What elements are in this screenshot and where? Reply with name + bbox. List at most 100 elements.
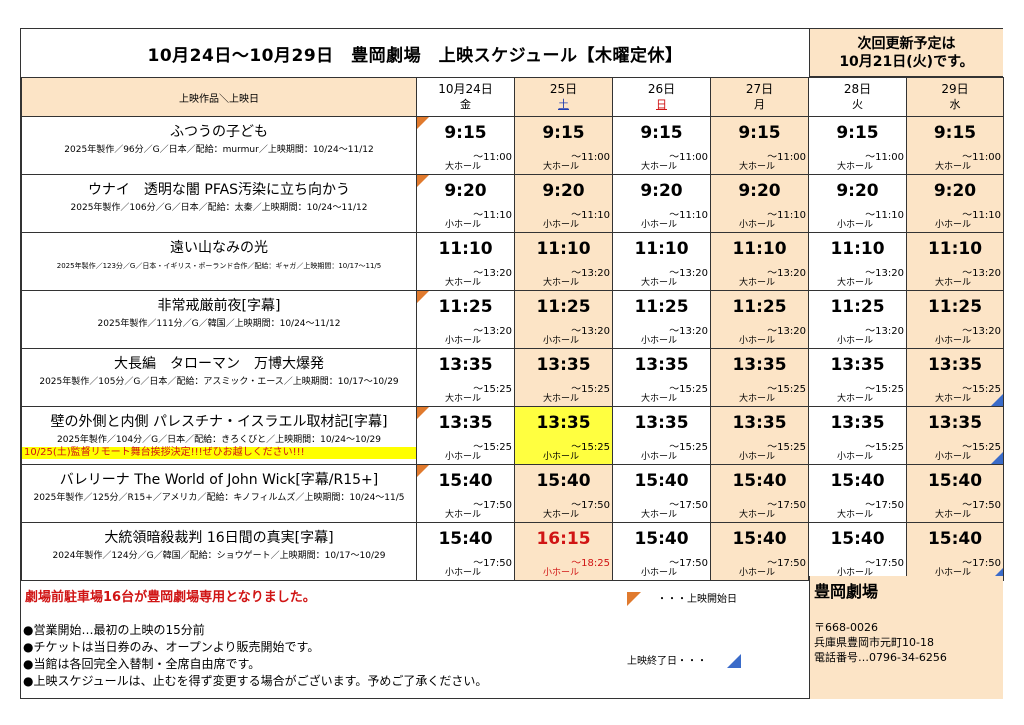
day-date: 10月24日 [438, 82, 493, 96]
start-time: 11:25 [634, 297, 689, 317]
hall-label: 小ホール [837, 568, 874, 578]
film-title: 非常戒厳前夜[字幕] [157, 298, 281, 314]
end-time: ～11:10 [669, 210, 708, 221]
showtime-cell: 9:20 ～11:10 小ホール [906, 174, 1004, 233]
start-time: 13:35 [438, 355, 493, 375]
start-time: 15:40 [732, 529, 787, 549]
start-time: 9:20 [836, 181, 879, 201]
start-time: 11:10 [927, 239, 983, 259]
end-time: ～13:20 [865, 326, 904, 337]
end-time: ～18:25 [571, 558, 610, 569]
corner-label: 上映作品＼上映日 [21, 77, 417, 117]
showtime-cell: 11:10 ～13:20 大ホール [514, 232, 613, 291]
hall-label: 大ホール [739, 162, 776, 172]
showtime-cell: 9:20 ～11:10 小ホール [514, 174, 613, 233]
hall-label: 大ホール [641, 162, 678, 172]
day-header: 27日月 [710, 77, 809, 117]
hall-label: 小ホール [641, 220, 678, 230]
start-time: 13:35 [438, 413, 493, 433]
start-marker-icon [417, 465, 429, 477]
showtime-cell: 15:40 ～17:50 大ホール [416, 464, 515, 523]
start-time: 15:40 [830, 471, 885, 491]
footer-info: 劇場前駐車場16台が豊岡劇場専用となりました。 ●営業開始…最初の上映の15分前… [21, 576, 809, 699]
showtime-cell: 15:40 ～17:50 大ホール [612, 464, 711, 523]
start-time: 9:15 [836, 123, 879, 143]
film-title-cell: ふつうの子ども 2025年製作／96分／G／日本／配給：murmur／上映期間：1… [21, 116, 417, 175]
film-title-cell: 非常戒厳前夜[字幕] 2025年製作／111分／G／韓国／上映期間：10/24～1… [21, 290, 417, 349]
start-marker-icon [417, 291, 429, 303]
showtime-cell: 9:15 ～11:00 大ホール [808, 116, 907, 175]
end-marker-icon [727, 654, 741, 668]
showtime-cell: 13:35 ～15:25 大ホール [808, 348, 907, 407]
day-header: 29日水 [906, 77, 1004, 117]
film-row: ウナイ 透明な闇 PFAS汚染に立ち向かう 2025年製作／106分／G／日本／配… [21, 174, 1004, 233]
note-item: ●当館は各回完全入替制・全席自由席です。 [23, 657, 261, 671]
end-time: ～11:00 [669, 152, 708, 163]
start-time: 11:25 [830, 297, 885, 317]
start-time: 9:20 [933, 181, 977, 201]
hall-label: 小ホール [445, 336, 482, 346]
film-meta: 2025年製作／104分／G／日本／配給：きろくびと／上映期間：10/24～10… [57, 435, 381, 445]
start-time: 9:15 [640, 123, 683, 143]
legend-start-label: ・・・上映開始日 [657, 594, 737, 605]
schedule-table: 上映作品＼上映日 10月24日金 25日土 26日日 27日月 28日火 29日水ふつうの子… [21, 77, 1004, 581]
start-time: 11:10 [634, 239, 689, 259]
hall-label: 小ホール [543, 452, 580, 462]
hall-label: 小ホール [641, 452, 678, 462]
end-time: ～15:25 [473, 384, 512, 395]
showtime-cell: 13:35 ～15:25 小ホール [808, 406, 907, 465]
end-time: ～17:50 [473, 500, 512, 511]
end-time: ～15:25 [767, 384, 806, 395]
start-time: 15:40 [927, 471, 983, 491]
hall-label: 小ホール [739, 336, 776, 346]
showtime-cell: 11:10 ～13:20 大ホール [416, 232, 515, 291]
showtime-cell: 11:10 ～13:20 大ホール [710, 232, 809, 291]
start-time: 13:35 [634, 355, 689, 375]
hall-label: 大ホール [641, 510, 678, 520]
end-time: ～15:25 [571, 442, 610, 453]
showtime-cell: 15:40 ～17:50 小ホール [612, 522, 711, 581]
start-time: 11:25 [732, 297, 787, 317]
film-meta: 2025年製作／123分／G／日本・イギリス・ポーランド合作／配給：ギャガ／上映… [56, 262, 382, 270]
start-time: 15:40 [536, 471, 591, 491]
day-header: 25日土 [514, 77, 613, 117]
end-time: ～13:20 [865, 268, 904, 279]
end-time: ～17:50 [962, 500, 1001, 511]
start-time: 11:10 [536, 239, 591, 259]
day-header: 10月24日金 [416, 77, 515, 117]
next-update-line-1: 次回更新予定は [857, 36, 956, 52]
hall-label: 小ホール [445, 220, 482, 230]
hall-label: 大ホール [543, 278, 580, 288]
end-time: ～13:20 [669, 268, 708, 279]
notes-list: ●営業開始…最初の上映の15分前 ●チケットは当日券のみ、オープンより販売開始で… [23, 622, 487, 690]
end-time: ～11:10 [767, 210, 806, 221]
hall-label: 大ホール [837, 394, 874, 404]
showtime-cell: 15:40 ～17:50 大ホール [906, 464, 1004, 523]
start-time: 16:15 [536, 529, 591, 549]
end-time: ～15:25 [962, 384, 1001, 395]
hall-label: 小ホール [837, 336, 874, 346]
hall-label: 小ホール [739, 220, 776, 230]
day-of-week: 月 [754, 98, 765, 111]
showtime-cell: 15:40 ～17:50 大ホール [808, 464, 907, 523]
showtime-cell: 15:40 ～17:50 大ホール [514, 464, 613, 523]
film-title-cell: 遠い山なみの光 2025年製作／123分／G／日本・イギリス・ポーランド合作／配給… [21, 232, 417, 291]
showtime-cell: 15:40 ～17:50 小ホール [710, 522, 809, 581]
showtime-cell: 15:40 ～17:50 大ホール [710, 464, 809, 523]
hall-label: 大ホール [837, 278, 874, 288]
showtime-cell: 13:35 ～15:25 大ホール [416, 348, 515, 407]
end-time: ～17:50 [473, 558, 512, 569]
showtime-cell: 11:25 ～13:20 小ホール [416, 290, 515, 349]
hall-label: 小ホール [739, 568, 776, 578]
start-time: 15:40 [438, 471, 493, 491]
day-of-week: 火 [852, 98, 863, 111]
film-meta: 2025年製作／106分／G／日本／配給：太秦／上映期間：10/24～11/12 [70, 203, 368, 213]
end-time: ～13:20 [571, 268, 610, 279]
start-time: 9:15 [738, 123, 781, 143]
legend-start: ・・・上映開始日 [627, 590, 737, 606]
film-row: 遠い山なみの光 2025年製作／123分／G／日本・イギリス・ポーランド合作／配給… [21, 232, 1004, 291]
start-time: 13:35 [830, 413, 885, 433]
end-time: ～15:25 [962, 442, 1001, 453]
hall-label: 小ホール [641, 336, 678, 346]
hall-label: 小ホール [935, 336, 972, 346]
